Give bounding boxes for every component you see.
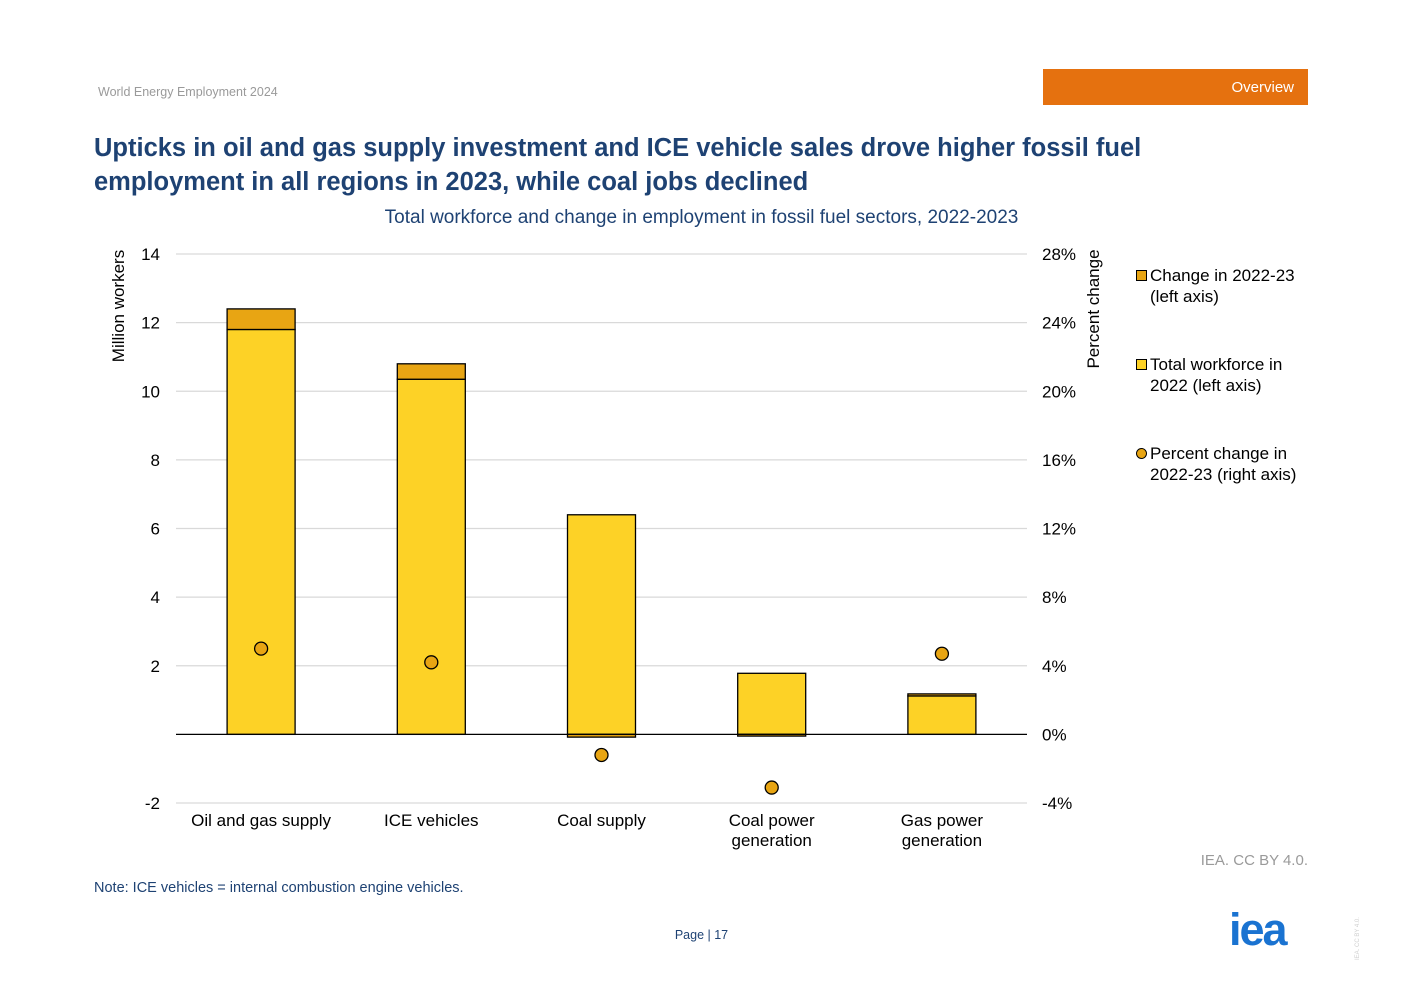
legend-label-change-line1: Change in 2022-23	[1150, 266, 1295, 285]
y-tick-label: 2	[151, 657, 160, 676]
y-tick-label: 10	[141, 382, 160, 401]
bar-total-workforce	[226, 328, 296, 736]
y-right-tick-label: 12%	[1042, 520, 1076, 539]
chart-title: Total workforce and change in employment…	[384, 207, 1019, 228]
bar-change	[396, 363, 466, 380]
page-number: Page | 17	[674, 928, 729, 942]
y-right-tick-label: 20%	[1042, 382, 1076, 401]
y-right-tick-label: 16%	[1042, 451, 1076, 470]
bar-total-workforce	[396, 378, 466, 736]
tab-overview[interactable]: Overview	[1043, 69, 1308, 105]
chart-note: Note: ICE vehicles = internal combustion…	[94, 880, 464, 896]
legend-label-change-line2: (left axis)	[1150, 287, 1219, 306]
legend-item-change: Change in 2022-23 (left axis)	[1136, 265, 1326, 307]
chart-legend: Change in 2022-23 (left axis) Total work…	[1136, 265, 1326, 532]
y-tick-label: 8	[151, 451, 160, 470]
y-tick-label: 6	[151, 520, 160, 539]
percent-change-point	[934, 646, 950, 661]
x-tick-label: generation	[902, 831, 982, 850]
legend-label-workforce-line2: 2022 (left axis)	[1150, 376, 1262, 395]
legend-label-workforce-line1: Total workforce in	[1150, 355, 1283, 374]
y-tick-label: 12	[141, 314, 160, 333]
bar-total-workforce	[566, 514, 637, 736]
y-right-tick-label: 0%	[1042, 725, 1067, 744]
legend-swatch-workforce	[1136, 359, 1147, 370]
iea-logo: iea	[1229, 904, 1288, 955]
x-tick-label: Oil and gas supply	[191, 811, 331, 830]
side-license: IEA. CC BY 4.0.	[1355, 917, 1361, 960]
y-tick-label: 14	[141, 245, 160, 264]
x-tick-label: ICE vehicles	[384, 811, 478, 830]
y-axis-label: Million workers	[109, 250, 128, 362]
source-credit: IEA. CC BY 4.0.	[1200, 852, 1308, 869]
y-tick-label: -2	[145, 794, 160, 813]
y-right-tick-label: 28%	[1042, 245, 1076, 264]
bar-change	[907, 693, 977, 697]
x-tick-label: Gas power	[901, 811, 984, 830]
bar-change	[226, 308, 296, 331]
bar-total-workforce	[907, 695, 977, 736]
bar-total-workforce	[737, 672, 807, 736]
y-right-tick-label: -4%	[1042, 794, 1072, 813]
legend-label-percent-line1: Percent change in	[1150, 444, 1288, 463]
percent-change-point	[253, 641, 269, 656]
y-tick-label: 4	[151, 588, 160, 607]
y-right-tick-label: 24%	[1042, 314, 1076, 333]
legend-item-workforce: Total workforce in 2022 (left axis)	[1136, 354, 1326, 396]
percent-change-point	[594, 747, 609, 763]
legend-label-percent-line2: 2022-23 (right axis)	[1150, 465, 1297, 484]
x-tick-label: Coal supply	[557, 811, 646, 830]
legend-swatch-change	[1136, 270, 1147, 281]
y-right-tick-label: 8%	[1042, 588, 1067, 607]
percent-change-point	[764, 780, 779, 795]
y-right-axis-label: Percent change	[1084, 249, 1103, 368]
x-tick-label: generation	[732, 831, 812, 850]
x-tick-label: Coal power	[729, 811, 815, 830]
percent-change-point	[424, 655, 439, 670]
legend-swatch-percent	[1136, 448, 1147, 459]
report-title: World Energy Employment 2024	[98, 85, 278, 99]
y-right-tick-label: 4%	[1042, 657, 1067, 676]
page-title: Upticks in oil and gas supply investment…	[94, 134, 1142, 196]
legend-item-percent: Percent change in 2022-23 (right axis)	[1136, 443, 1326, 485]
